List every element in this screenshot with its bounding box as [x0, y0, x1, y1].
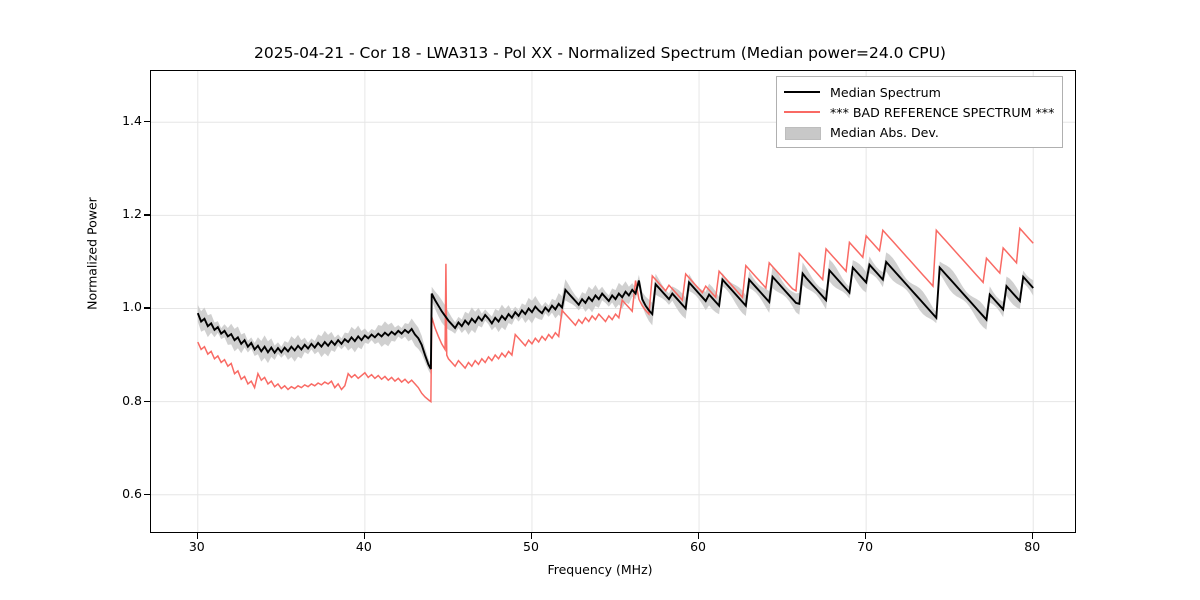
legend-line-swatch [783, 105, 821, 119]
y-tick-mark [144, 307, 150, 309]
x-tick-mark [1032, 533, 1034, 539]
x-tick-mark [363, 533, 366, 539]
y-tick-label: 0.6 [122, 485, 142, 501]
legend-label: *** BAD REFERENCE SPECTRUM *** [830, 104, 1055, 120]
x-tick-label: 70 [857, 539, 874, 554]
x-tick-label: 60 [690, 539, 706, 554]
x-tick-label: 40 [355, 539, 372, 554]
legend-marker [785, 127, 821, 140]
chart-title: 2025-04-21 - Cor 18 - LWA313 - Pol XX - … [254, 44, 946, 62]
legend-label: Median Abs. Dev. [830, 124, 939, 140]
legend-line-swatch [783, 85, 821, 99]
x-tick-label: 30 [188, 539, 205, 554]
y-tick-mark [144, 121, 150, 123]
legend-marker [784, 91, 820, 93]
chart-legend: Median Spectrum *** BAD REFERENCE SPECTRU… [776, 76, 1064, 148]
y-tick-mark [144, 493, 150, 495]
x-axis-label: Frequency (MHz) [547, 562, 653, 577]
legend-item: *** BAD REFERENCE SPECTRUM *** [783, 102, 1054, 122]
y-tick-label: 1.4 [122, 113, 142, 129]
legend-item: Median Abs. Dev. [783, 122, 1054, 142]
x-tick-label: 80 [1024, 539, 1041, 554]
y-tick-label: 1.2 [122, 206, 142, 222]
data-series [196, 226, 1034, 404]
legend-patch-swatch [783, 125, 821, 140]
x-tick-mark [865, 533, 867, 539]
y-axis-label: Normalized Power [84, 197, 100, 310]
y-tick-mark [144, 400, 150, 402]
x-tick-mark [530, 533, 533, 539]
x-tick-label: 50 [523, 539, 539, 554]
x-tick-mark [698, 533, 700, 539]
legend-label: Median Spectrum [830, 84, 941, 100]
legend-marker [784, 111, 820, 113]
x-tick-mark [196, 533, 198, 539]
y-tick-mark [144, 214, 150, 216]
y-tick-label: 0.8 [122, 392, 142, 408]
y-tick-label: 1.0 [122, 299, 142, 315]
legend-item: Median Spectrum [783, 82, 1054, 102]
